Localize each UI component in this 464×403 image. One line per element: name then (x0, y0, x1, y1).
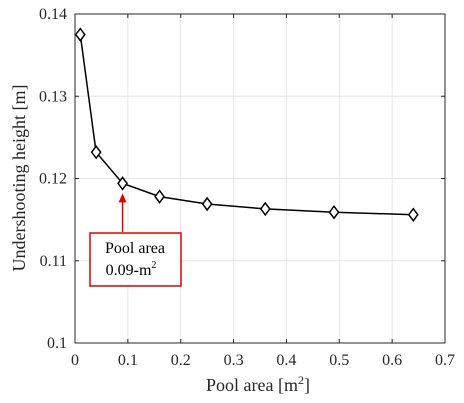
data-point-marker (259, 201, 271, 217)
x-tick-label: 0 (71, 352, 79, 369)
data-point-marker (117, 176, 129, 191)
annotation-line2-sup: 2 (151, 260, 156, 271)
data-point-marker (407, 207, 419, 222)
data-point-marker (74, 27, 86, 42)
x-tick-label: 0.7 (435, 352, 455, 369)
annotation-arrowhead (118, 193, 127, 203)
x-tick-label: 0.2 (171, 352, 191, 369)
series-line (79, 34, 414, 216)
x-axis-label-main: Pool area [m (206, 375, 298, 395)
y-tick-label: 0.14 (39, 6, 67, 23)
x-axis-label: Pool area [m2] (206, 373, 310, 395)
annotation-line2-main: 0.09-m (106, 262, 152, 279)
annotation-line2: 0.09-m2 (106, 260, 157, 279)
data-point-marker (328, 204, 340, 220)
x-tick-label: 0.1 (118, 352, 138, 369)
annotation-box (89, 232, 182, 287)
x-tick-labels: 0 0.1 0.2 0.3 0.4 0.5 0.6 0.7 (71, 352, 455, 369)
pool-area-annotation: Pool area 0.09-m2 (89, 193, 182, 287)
y-tick-label: 0.13 (39, 88, 67, 105)
x-tick-label: 0.3 (224, 352, 244, 369)
y-axis-label: Undershooting height [m] (9, 85, 29, 272)
y-tick-label: 0.1 (47, 335, 67, 352)
axis-ticks (74, 13, 446, 344)
grid-lines (74, 13, 446, 344)
data-point-marker (201, 196, 213, 212)
y-tick-label: 0.11 (40, 253, 67, 270)
data-point-marker (154, 189, 166, 204)
x-tick-label: 0.5 (329, 352, 349, 369)
x-axis-label-end: ] (304, 375, 310, 395)
x-tick-label: 0.4 (276, 352, 296, 369)
annotation-line1: Pool area (105, 240, 165, 257)
x-axis-label-sup: 2 (298, 373, 304, 387)
data-markers (74, 27, 419, 222)
y-tick-labels: 0.1 0.11 0.12 0.13 0.14 (39, 6, 67, 352)
y-tick-label: 0.12 (39, 171, 67, 188)
x-tick-label: 0.6 (382, 352, 402, 369)
data-point-marker (90, 144, 102, 160)
